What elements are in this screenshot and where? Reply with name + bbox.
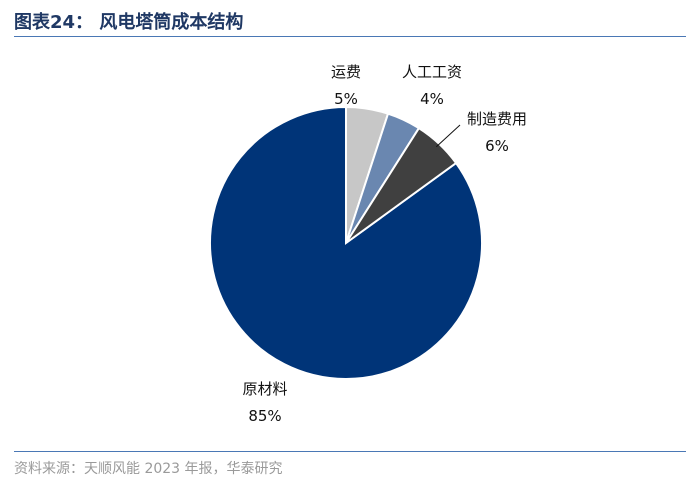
page-title: 图表24： 风电塔筒成本结构: [14, 12, 244, 33]
slice-name-label-1: 运费: [331, 63, 361, 81]
slice-value-label-1: 5%: [334, 90, 358, 108]
source-note: 资料来源：天顺风能 2023 年报，华泰研究: [14, 461, 283, 477]
slice-name-label-3: 制造费用: [467, 110, 527, 128]
leader-line: [436, 124, 461, 148]
slice-name-label-0: 原材料: [242, 380, 287, 398]
slice-value-label-3: 6%: [485, 137, 509, 155]
slice-name-label-2: 人工工资: [402, 63, 462, 81]
slice-value-label-0: 85%: [248, 407, 281, 425]
footer-divider: [14, 451, 686, 452]
slice-value-label-2: 4%: [420, 90, 444, 108]
title-divider: [14, 36, 686, 37]
